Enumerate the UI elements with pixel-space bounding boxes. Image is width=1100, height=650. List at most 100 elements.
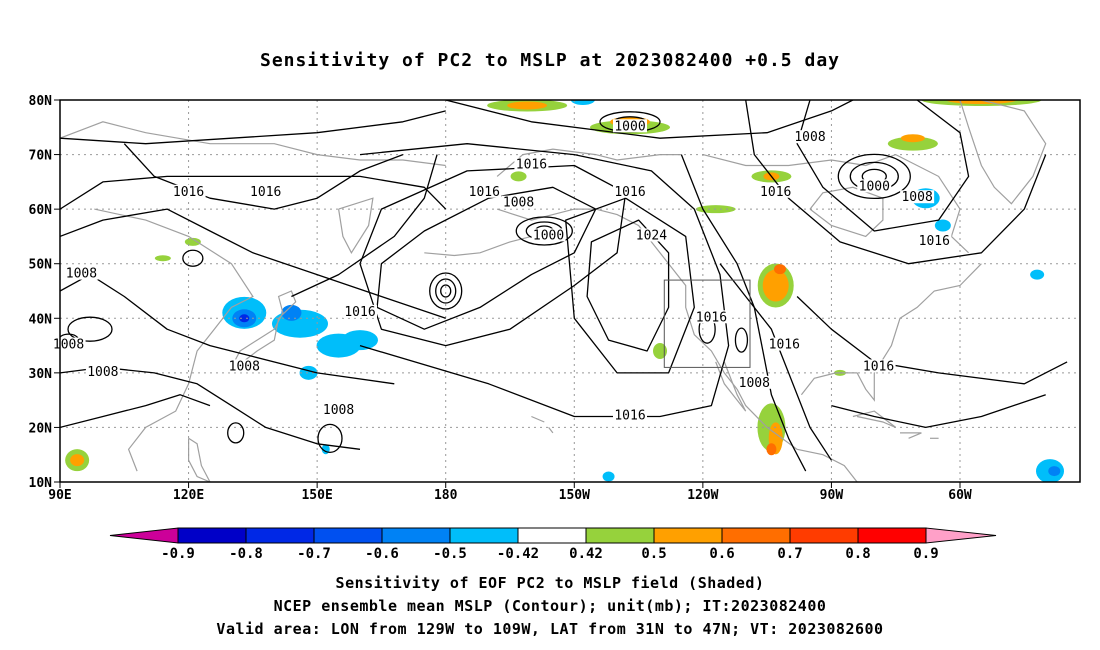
contour-label: 1016 <box>516 157 547 172</box>
mslp-contour <box>317 423 343 453</box>
mslp-contour <box>837 153 911 200</box>
contour-label: 1008 <box>794 130 825 145</box>
negative-patch <box>342 330 378 351</box>
colorbar-label: -0.8 <box>229 546 263 562</box>
negative-patch <box>602 471 615 482</box>
contour-label-bg <box>85 364 120 378</box>
contour-label-bg <box>64 266 99 280</box>
positive-patch <box>900 134 925 143</box>
mslp-contour <box>796 296 1068 385</box>
contour-label: 1016 <box>173 185 204 200</box>
lat-label: 20N <box>29 421 53 436</box>
colorbar-label: 0.8 <box>845 546 870 562</box>
mslp-contour <box>60 110 446 145</box>
positive-patch <box>762 269 789 302</box>
mslp-contour <box>60 208 446 319</box>
colorbar-arrow-right <box>925 527 997 544</box>
contour-label-bg <box>857 179 892 193</box>
contour-label: 1024 <box>636 228 667 243</box>
contour-label-bg <box>767 337 802 351</box>
mslp-contours <box>60 100 1068 472</box>
contour-label-bg <box>171 184 206 198</box>
contour-label-bg <box>613 119 647 133</box>
contour-label: 1008 <box>739 376 770 391</box>
contour-label: 1008 <box>503 196 534 211</box>
lon-label: 90E <box>48 488 71 503</box>
coastline <box>715 361 747 412</box>
caption-valid-area: Valid area: LON from 129W to 109W, LAT f… <box>216 620 884 638</box>
colorbar-swatch <box>381 527 451 544</box>
mslp-contour <box>60 394 211 429</box>
lon-label: 120W <box>687 488 718 503</box>
colorbar-label: 0.9 <box>913 546 938 562</box>
contour-label-bg <box>793 130 827 144</box>
positive-patch <box>70 454 85 467</box>
positive-patch <box>507 101 548 110</box>
contour-label-bg <box>634 228 669 242</box>
caption-contour: NCEP ensemble mean MSLP (Contour); unit(… <box>273 597 827 615</box>
colorbar-swatch <box>789 527 859 544</box>
grid-lines <box>60 100 1080 482</box>
colorbar-swatch <box>245 527 315 544</box>
valid-area-box <box>663 279 751 368</box>
mslp-contour <box>359 164 627 347</box>
coastline <box>230 290 297 368</box>
coastline <box>424 235 532 257</box>
mslp-contour <box>429 272 463 310</box>
lon-label: 120E <box>173 488 204 503</box>
colorbar-label: 0.5 <box>641 546 666 562</box>
coastline <box>548 427 554 434</box>
mslp-contour <box>515 216 573 246</box>
plot-frame <box>59 99 1081 483</box>
contour-label: 1016 <box>769 338 800 353</box>
mslp-contour <box>586 219 670 352</box>
mslp-contour <box>182 249 204 267</box>
positive-patch <box>154 255 171 262</box>
contour-label: 1008 <box>323 403 354 418</box>
negative-patch <box>281 304 302 321</box>
lon-label: 60W <box>948 488 972 503</box>
coastline <box>900 432 922 439</box>
colorbar-swatch <box>517 527 587 544</box>
colorbar-label: 0.42 <box>569 546 603 562</box>
lat-label: 10N <box>29 476 53 491</box>
colorbar-swatch <box>653 527 723 544</box>
contour-label: 1008 <box>229 359 260 374</box>
contour-label-bg <box>248 184 283 198</box>
contour-label-bg <box>501 195 536 209</box>
contour-label: 1016 <box>919 234 950 249</box>
coastline <box>338 197 374 255</box>
contour-label: 1016 <box>614 185 645 200</box>
positive-patch <box>887 136 938 151</box>
mslp-contour <box>359 143 730 418</box>
positive-patch <box>766 443 777 456</box>
negative-patch <box>570 100 595 105</box>
colorbar-label: -0.7 <box>297 546 331 562</box>
positive-patch <box>946 100 1017 104</box>
lon-label: 180 <box>434 488 458 503</box>
contour-label-bg <box>900 190 935 204</box>
negative-patch <box>1048 466 1061 477</box>
colorbar-swatch <box>857 527 927 544</box>
contour-label-bg <box>694 310 729 324</box>
contour-label-bg <box>227 359 262 373</box>
contour-label: 1000 <box>533 228 564 243</box>
contour-label: 1016 <box>250 185 281 200</box>
mslp-contour <box>445 100 854 139</box>
colorbar-swatch <box>585 527 655 544</box>
contour-label: 1016 <box>696 310 727 325</box>
mslp-contour <box>745 100 1047 265</box>
positive-patch <box>653 343 667 360</box>
colorbar-label: -0.5 <box>433 546 467 562</box>
coastline <box>94 208 254 472</box>
mslp-contour <box>565 197 695 374</box>
lon-label: 150W <box>559 488 590 503</box>
contour-label-bg <box>467 184 502 198</box>
lon-label: 150E <box>301 488 332 503</box>
colorbar-label: 0.6 <box>709 546 734 562</box>
colorbar-swatch <box>313 527 383 544</box>
mslp-contour <box>440 284 452 298</box>
contour-label: 1016 <box>344 305 375 320</box>
mslp-contour <box>796 100 970 232</box>
